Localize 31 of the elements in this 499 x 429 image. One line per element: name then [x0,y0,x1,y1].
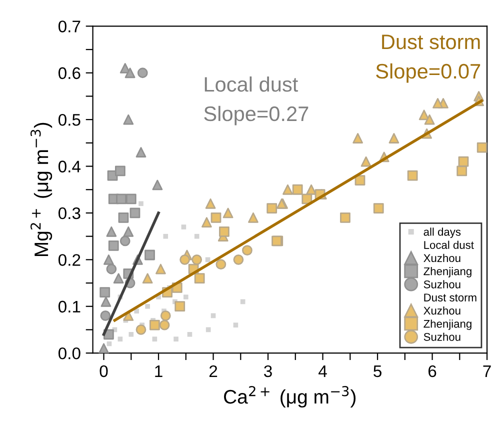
y-tick-label: 0.7 [58,20,80,32]
annotation: Dust storm [424,294,476,302]
legend-label: Suzhou [424,280,460,288]
x-tick-label: 2 [209,365,218,377]
y-tick-label: 0.6 [58,67,80,80]
x-tick-label: 7 [483,365,491,377]
legend-label: all days [424,228,461,238]
legend-label: Zhenjiang [424,267,472,278]
x-tick-label: 3 [264,365,272,378]
y-tick-label: 0.5 [58,114,80,126]
y-tick-label: 0.4 [58,160,81,172]
annotation: Dust storm [382,34,480,50]
y-tick-label: 0.0 [58,347,80,360]
annotation: Slope=0.07 [376,63,480,83]
y-tick-label: 0.1 [58,300,80,313]
legend-label: Zhenjiang [424,320,472,330]
y-tick-label: 0.3 [58,207,80,220]
y-axis-title: Mg$^{2+}$ (μg m$^{−3}$) [30,122,52,256]
x-tick-label: 0 [100,365,108,378]
y-tick-label: 0.2 [58,254,80,266]
annotation: Slope=0.27 [204,106,308,126]
legend-label: Suzhou [424,332,460,341]
x-tick-label: 4 [318,365,327,377]
legend-label: Xuzhou [424,306,460,315]
x-tick-label: 1 [155,365,162,377]
annotation: Local dust [424,240,474,249]
x-tick-label: 5 [374,365,382,378]
annotation: Local dust [204,76,298,92]
legend-label: Xuzhou [424,254,460,262]
x-tick-label: 6 [428,365,436,378]
x-axis-title: Ca$^{2+}$ (μg m$^{−3}$) [224,386,356,408]
